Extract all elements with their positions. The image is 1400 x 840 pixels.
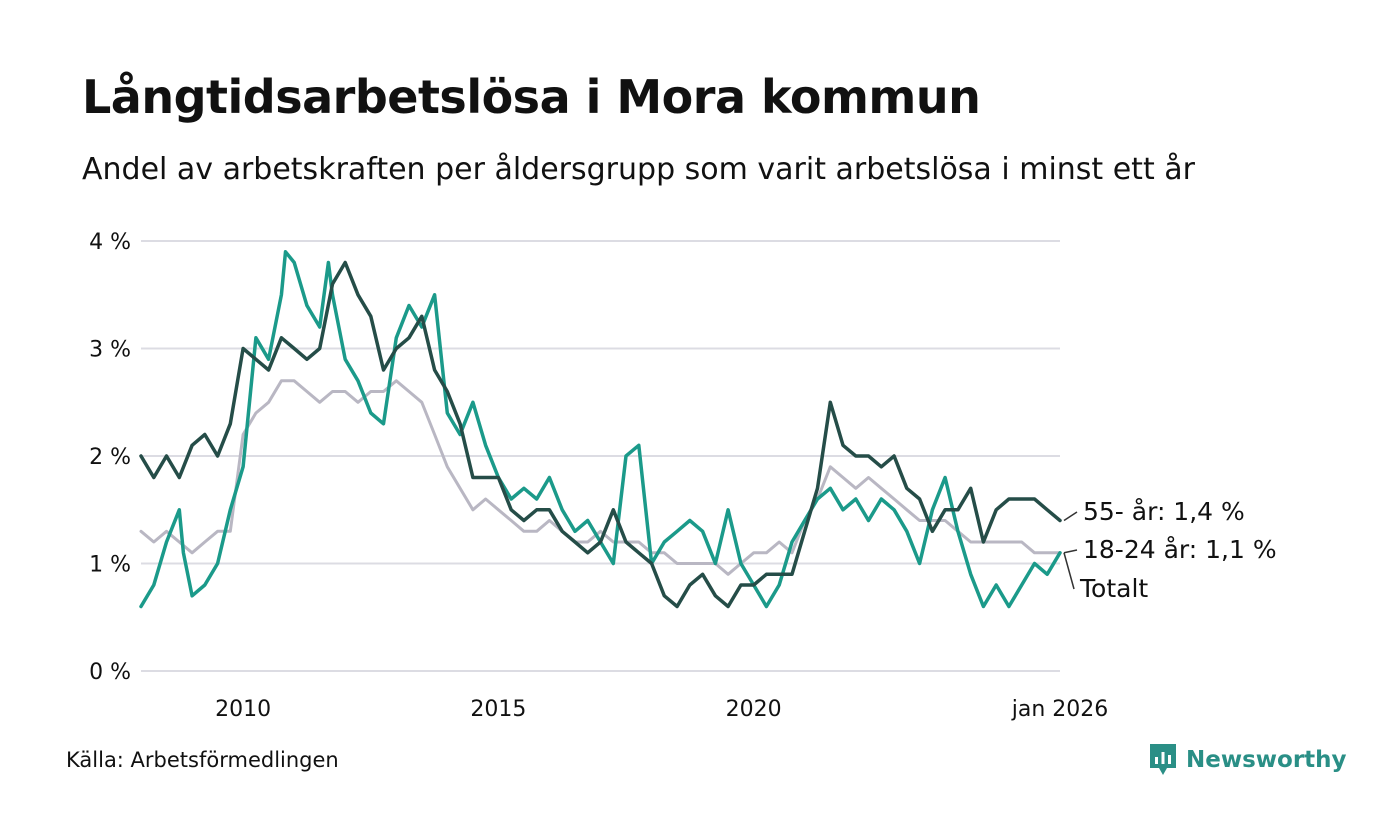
end-label-youth: 18-24 år: 1,1 % xyxy=(1083,535,1277,564)
series-line-older xyxy=(139,260,1062,609)
y-tick-label: 0 % xyxy=(89,660,131,685)
x-axis-ticks: 2010 2015 2020 jan 2026 xyxy=(215,697,1108,722)
y-tick-label: 3 % xyxy=(89,338,131,363)
newsworthy-logo-icon xyxy=(1150,744,1176,775)
series-line-youth xyxy=(139,250,1062,609)
end-label-older: 55- år: 1,4 % xyxy=(1083,497,1245,526)
x-tick-label: 2020 xyxy=(726,697,782,722)
brand-name: Newsworthy xyxy=(1186,747,1347,773)
series-lines xyxy=(139,250,1062,609)
end-label-total: Totalt xyxy=(1079,574,1148,603)
y-tick-label: 1 % xyxy=(89,553,131,578)
y-tick-label: 2 % xyxy=(89,445,131,470)
end-label-connector xyxy=(1063,511,1078,522)
end-labels: Totalt 18-24 år: 1,1 % 55- år: 1,4 % xyxy=(1063,497,1277,603)
x-tick-label: 2010 xyxy=(215,697,271,722)
y-tick-label: 4 % xyxy=(89,230,131,255)
y-axis-ticks: 0 % 1 % 2 % 3 % 4 % xyxy=(89,230,131,685)
chart-subtitle: Andel av arbetskraften per åldersgrupp s… xyxy=(82,152,1195,187)
x-tick-label: jan 2026 xyxy=(1011,697,1109,722)
end-label-connector xyxy=(1063,552,1075,590)
end-label-connector xyxy=(1063,549,1078,554)
chart-title: Långtidsarbetslösa i Mora kommun xyxy=(82,70,981,124)
series-line-total xyxy=(139,379,1062,576)
brand-logo: Newsworthy xyxy=(1148,742,1347,778)
x-tick-label: 2015 xyxy=(470,697,526,722)
source-note: Källa: Arbetsförmedlingen xyxy=(66,748,339,772)
